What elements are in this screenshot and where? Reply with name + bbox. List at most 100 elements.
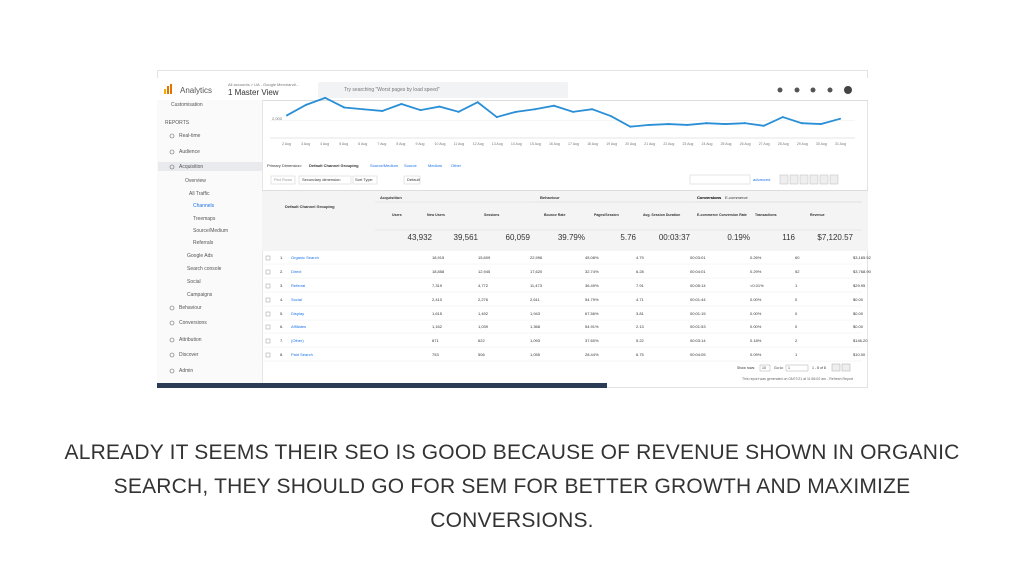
view-toggle (799, 174, 809, 185)
x-tick-label: 6 Aug (358, 142, 368, 146)
channel-link[interactable]: Organic Search (291, 255, 319, 260)
column-header: Pages/Session (594, 213, 619, 217)
row-index: 8. (280, 352, 284, 357)
channel-link[interactable]: (Other) (291, 338, 304, 343)
x-tick-label: 11 Aug (453, 142, 465, 146)
channel-link[interactable]: Direct (291, 269, 302, 274)
search-box[interactable] (318, 82, 568, 98)
sort-value[interactable]: Default (407, 177, 420, 182)
point (819, 123, 822, 126)
sidebar-item[interactable]: Admin (179, 368, 194, 374)
sidebar-item[interactable]: Behaviour (179, 305, 202, 311)
sidebar-item[interactable]: Search console (187, 266, 222, 272)
channel-link[interactable]: Referral (291, 283, 306, 288)
point (724, 123, 727, 126)
channel-link[interactable]: Display (291, 311, 305, 316)
cell-value: 4.71 (636, 297, 644, 302)
rows-value[interactable]: 10 (762, 366, 766, 370)
sidebar-item[interactable]: Overview (185, 178, 206, 184)
sidebar-item[interactable]: Referrals (193, 240, 214, 246)
column-group: Behaviour (540, 195, 560, 200)
toolbar-button (270, 175, 296, 185)
cell-value: 00:01:44 (690, 297, 706, 302)
x-tick-label: 26 Aug (739, 142, 751, 146)
x-tick-label: 29 Aug (796, 142, 808, 146)
cell-value: 4,772 (478, 283, 489, 288)
page-nav (831, 363, 841, 372)
view-selector[interactable]: 1 Master View (228, 88, 279, 97)
header-icon (794, 87, 800, 93)
cell-value: 2,410 (432, 297, 443, 302)
sidebar-item[interactable]: Source/Medium (193, 228, 229, 234)
view-toggle (779, 174, 789, 185)
sidebar-item[interactable]: Channels (193, 203, 215, 209)
x-tick-label: 18 Aug (587, 142, 598, 146)
cell-value: 52 (795, 269, 800, 274)
x-tick-label: 22 Aug (663, 142, 675, 146)
cell-value: 00:04:01 (690, 269, 706, 274)
cell-value: 2,276 (478, 297, 489, 302)
x-tick-label: 9 Aug (415, 142, 425, 146)
cell-value: $3,165.52 (853, 255, 871, 260)
sidebar-item[interactable]: All Traffic (189, 191, 210, 197)
cell-value: 871 (432, 338, 439, 343)
dimension-link[interactable]: Source (404, 163, 417, 168)
dimension-link[interactable]: Medium (428, 163, 443, 168)
sidebar-item[interactable]: Customisation (171, 102, 203, 108)
cell-value: $10.00 (853, 352, 866, 357)
sidebar-icon (169, 149, 175, 155)
advanced-link[interactable]: advanced (753, 177, 771, 182)
total-value: 39.79% (557, 233, 585, 242)
page-value[interactable]: 1 (788, 366, 790, 370)
row-index: 1. (280, 255, 284, 260)
sidebar-item[interactable]: Audience (179, 149, 200, 155)
dimension-link[interactable]: Other (451, 163, 462, 168)
sidebar-highlight (158, 162, 262, 171)
row-index: 7. (280, 338, 284, 343)
cell-value: 28.44% (585, 352, 599, 357)
sidebar-item[interactable]: Acquisition (179, 164, 204, 170)
sidebar-item[interactable]: Discover (179, 352, 199, 358)
cell-value: 1,055 (530, 352, 541, 357)
sidebar-icon (169, 164, 175, 170)
sidebar-icon (169, 305, 175, 311)
conversions-selector[interactable]: E-commerce (725, 195, 748, 200)
cell-value: 00:03:01 (690, 255, 706, 260)
header-icon (827, 87, 833, 93)
toolbar-label: Primary Dimension: (267, 163, 302, 168)
status-bar (157, 383, 607, 388)
point (286, 114, 288, 117)
total-value: 116 (782, 233, 795, 242)
row-index: 2. (280, 269, 284, 274)
toolbar-button (352, 175, 378, 185)
sidebar-item[interactable]: Social (187, 279, 201, 285)
column-group: Acquisition (380, 195, 402, 200)
x-tick-label: 13 Aug (491, 142, 503, 146)
sidebar-icon (169, 320, 175, 326)
cell-value: 00:04:05 (690, 352, 706, 357)
cell-value: 506 (478, 352, 485, 357)
sidebar-item[interactable]: Treemaps (193, 216, 216, 222)
cell-value: 1 (795, 352, 798, 357)
cell-value: 54.91% (585, 324, 599, 329)
sidebar-item[interactable]: Real-time (179, 133, 201, 139)
cell-value: 1,039 (478, 324, 489, 329)
channel-link[interactable]: Social (291, 297, 302, 302)
plot-rows-button[interactable]: Plot Rows (274, 177, 293, 182)
sidebar-item[interactable]: Attribution (179, 337, 202, 343)
sidebar-item[interactable]: Campaigns (187, 292, 213, 298)
sidebar-item[interactable]: Conversions (179, 320, 207, 326)
channel-link[interactable]: Paid Search (291, 352, 313, 357)
total-value: 39,561 (453, 233, 478, 242)
point (400, 102, 403, 105)
caption: ALREADY IT SEEMS THEIR SEO IS GOOD BECAU… (64, 441, 960, 532)
sidebar-item[interactable]: Google Ads (187, 253, 213, 259)
logo-bar (164, 89, 166, 94)
dimension-link[interactable]: Source/Medium (370, 163, 399, 168)
secondary-dimension[interactable]: Secondary dimension (302, 177, 341, 182)
sidebar-icon (169, 352, 175, 358)
row-checkbox (265, 338, 271, 344)
channel-link[interactable]: Affiliates (291, 324, 307, 329)
